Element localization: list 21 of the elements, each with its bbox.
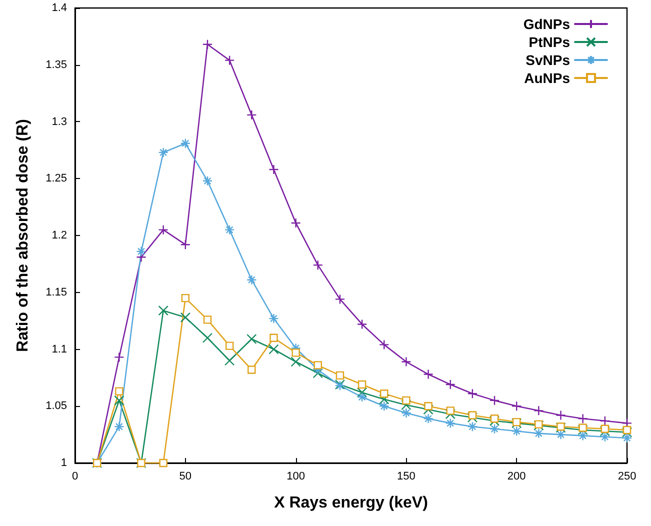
- x-tick-label: 50: [179, 470, 192, 482]
- y-tick-label: 1.15: [46, 286, 67, 298]
- y-tick-label: 1.2: [52, 230, 67, 242]
- x-tick-label: 100: [286, 470, 305, 482]
- y-axis-title: Ratio of the absorbed dose (R): [14, 119, 32, 352]
- y-tick-label: 1.3: [52, 116, 67, 128]
- y-tick-label: 1.1: [52, 343, 67, 356]
- x-tick-label: 200: [507, 470, 526, 482]
- legend-label: PtNPs: [528, 34, 570, 50]
- y-tick-label: 1.35: [46, 58, 67, 71]
- x-axis-title: X Rays energy (keV): [274, 494, 428, 512]
- x-tick-label: 0: [72, 470, 78, 482]
- x-tick-label: 250: [618, 470, 636, 482]
- x-tick-label: 150: [397, 470, 416, 482]
- legend-label: AuNPs: [524, 70, 570, 86]
- y-tick-label: 1.4: [52, 2, 67, 14]
- y-tick-label: 1: [60, 457, 67, 469]
- y-tick-label: 1.05: [46, 400, 67, 412]
- legend-label: SvNPs: [526, 52, 570, 68]
- legend-label: GdNPs: [523, 16, 570, 32]
- y-tick-label: 1.25: [46, 172, 67, 185]
